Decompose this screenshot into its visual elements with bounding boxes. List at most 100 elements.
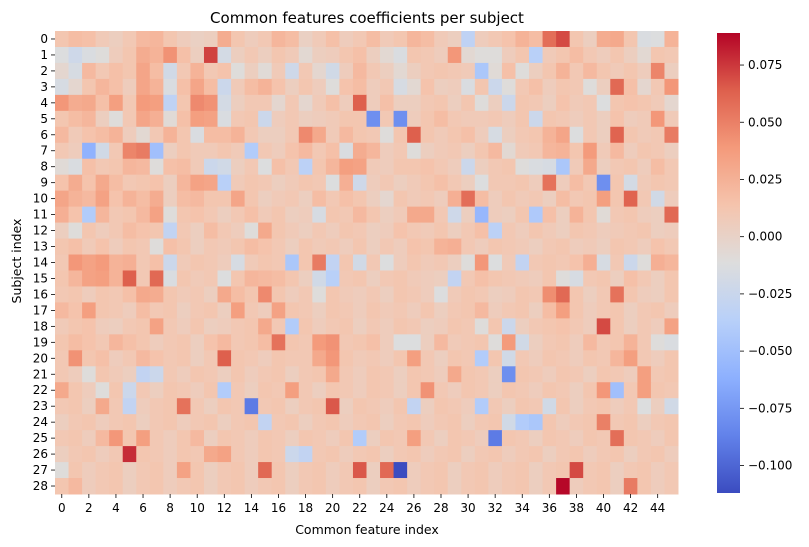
heatmap-cell: [244, 430, 259, 447]
heatmap-cell: [650, 126, 665, 144]
heatmap-cell: [623, 286, 638, 303]
heatmap-cell: [501, 270, 516, 287]
y-tick-label: 24: [33, 415, 48, 429]
heatmap-cell: [515, 31, 530, 48]
heatmap-cell: [596, 302, 611, 319]
heatmap-cell: [325, 302, 340, 319]
heatmap-cell: [366, 414, 381, 431]
heatmap-cell: [434, 110, 449, 128]
heatmap-cell: [352, 414, 367, 431]
heatmap-cell: [366, 238, 381, 256]
heatmap-cell: [583, 430, 598, 447]
heatmap-cell: [474, 174, 489, 192]
heatmap-cell: [434, 382, 449, 399]
heatmap-cell: [82, 158, 97, 176]
heatmap-cell: [515, 238, 530, 256]
heatmap-cell: [95, 270, 110, 287]
heatmap-cell: [68, 126, 83, 144]
heatmap-cell: [501, 174, 516, 192]
heatmap-cell: [583, 366, 598, 383]
heatmap-cell: [556, 78, 571, 96]
heatmap-cell: [68, 94, 83, 112]
heatmap-cell: [325, 142, 340, 160]
heatmap-cell: [231, 334, 246, 351]
heatmap-cell: [461, 350, 476, 367]
heatmap-cell: [488, 238, 503, 256]
heatmap-cell: [271, 142, 286, 160]
y-axis-ticks: 0123456789101112131415161718192021222324…: [33, 32, 55, 493]
heatmap-cell: [556, 302, 571, 319]
heatmap-cell: [136, 478, 151, 495]
heatmap-cell: [556, 270, 571, 287]
heatmap-cell: [136, 446, 151, 463]
heatmap-cell: [583, 302, 598, 319]
heatmap-cell: [244, 174, 259, 192]
heatmap-cell: [352, 398, 367, 415]
heatmap-cell: [163, 350, 178, 367]
heatmap-cell: [596, 126, 611, 144]
heatmap-cell: [434, 94, 449, 112]
heatmap-cell: [515, 46, 530, 64]
heatmap-cell: [515, 318, 530, 335]
heatmap-cell: [339, 110, 354, 128]
heatmap-cell: [298, 238, 313, 256]
heatmap-cell: [623, 206, 638, 224]
heatmap-cell: [380, 110, 395, 128]
heatmap-cell: [190, 46, 205, 64]
heatmap-cell: [122, 238, 137, 256]
heatmap-cell: [366, 286, 381, 303]
heatmap-cell: [529, 110, 544, 128]
heatmap-cell: [380, 430, 395, 447]
heatmap-cell: [258, 62, 273, 80]
heatmap-cell: [488, 318, 503, 335]
heatmap-cell: [82, 430, 97, 447]
heatmap-cell: [650, 318, 665, 335]
heatmap-cell: [637, 110, 652, 128]
heatmap-cell: [339, 302, 354, 319]
heatmap-cell: [190, 302, 205, 319]
heatmap-cell: [231, 238, 246, 256]
heatmap-cell: [176, 302, 191, 319]
heatmap-cell: [529, 254, 544, 271]
heatmap-cell: [420, 398, 435, 415]
heatmap-cell: [244, 302, 259, 319]
heatmap-cell: [366, 94, 381, 112]
heatmap-cell: [596, 382, 611, 399]
heatmap-cell: [352, 366, 367, 383]
heatmap-cell: [501, 430, 516, 447]
x-tick-label: 16: [271, 501, 286, 515]
heatmap-cell: [231, 78, 246, 96]
heatmap-cell: [258, 158, 273, 176]
y-tick-label: 8: [40, 160, 48, 174]
heatmap-cell: [556, 462, 571, 479]
heatmap-cell: [407, 286, 422, 303]
heatmap-cell: [176, 382, 191, 399]
heatmap-cell: [610, 31, 625, 48]
heatmap-cell: [217, 254, 232, 271]
heatmap-cell: [569, 31, 584, 48]
heatmap-cell: [244, 142, 259, 160]
heatmap-cell: [244, 350, 259, 367]
heatmap-cell: [488, 286, 503, 303]
heatmap-cell: [298, 94, 313, 112]
heatmap-cell: [136, 126, 151, 144]
heatmap-cell: [298, 62, 313, 80]
y-tick-label: 5: [40, 112, 48, 126]
heatmap-cell: [623, 254, 638, 271]
heatmap-cell: [203, 318, 219, 335]
heatmap-cell: [596, 206, 611, 224]
heatmap-cell: [95, 398, 110, 415]
heatmap-cell: [393, 174, 408, 192]
heatmap-cell: [434, 31, 449, 48]
heatmap-cell: [474, 270, 489, 287]
heatmap-cell: [596, 222, 611, 240]
heatmap-cell: [339, 462, 354, 479]
heatmap-cell: [461, 398, 476, 415]
heatmap-cell: [352, 190, 367, 208]
heatmap-cell: [176, 31, 191, 48]
heatmap-cell: [461, 158, 476, 176]
heatmap-cell: [298, 446, 313, 463]
heatmap-cell: [258, 126, 273, 144]
heatmap-cell: [163, 222, 178, 240]
heatmap-cell: [285, 478, 300, 495]
